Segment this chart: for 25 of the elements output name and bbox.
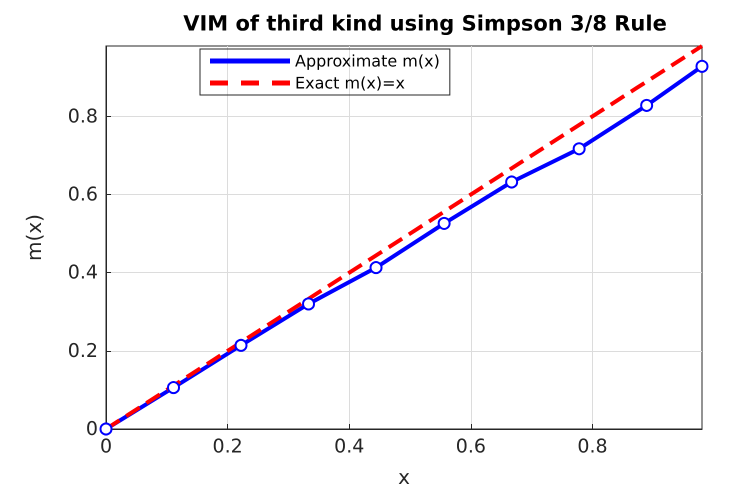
y-tick-label: 0.4 — [68, 262, 98, 284]
chart-title: VIM of third kind using Simpson 3/8 Rule — [183, 12, 667, 36]
y-tick-label: 0 — [86, 418, 98, 440]
y-axis-title: m(x) — [22, 214, 46, 261]
point — [302, 297, 316, 310]
y-tick-label: 0.2 — [68, 340, 98, 362]
legend-label: Exact m(x)=x — [295, 74, 405, 92]
x-tick-label: 0.6 — [456, 436, 486, 458]
point — [505, 176, 518, 188]
point — [572, 142, 586, 156]
point — [640, 98, 654, 112]
point — [696, 60, 708, 73]
point — [100, 422, 112, 436]
legend-label: Approximate m(x) — [295, 52, 440, 70]
x-axis-title: x — [398, 465, 410, 489]
x-tick-label: 0.8 — [577, 436, 608, 458]
x-tick-label: 0 — [100, 436, 112, 458]
x-tick-label: 0.4 — [334, 436, 364, 458]
y-tick-label: 0.8 — [68, 105, 98, 128]
point — [167, 381, 180, 394]
point — [438, 216, 451, 230]
point — [370, 261, 383, 274]
y-tick-label: 0.6 — [68, 184, 98, 206]
point — [234, 338, 248, 352]
x-tick-label: 0.2 — [212, 436, 243, 458]
